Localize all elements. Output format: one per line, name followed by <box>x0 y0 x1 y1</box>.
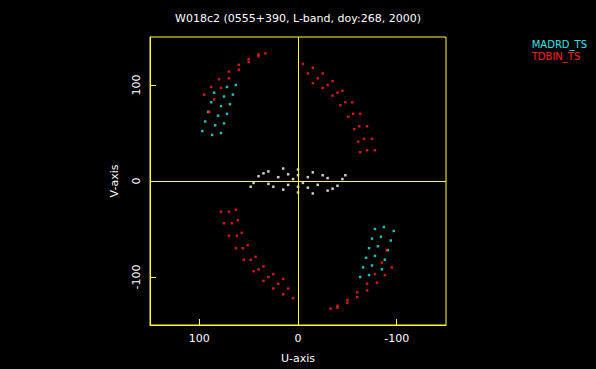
svg-text:TDBIN_TS: TDBIN_TS <box>531 51 581 63</box>
svg-text:100: 100 <box>130 75 143 96</box>
svg-text:100: 100 <box>189 332 210 345</box>
svg-text:W018c2 (0555+390, L-band, doy:: W018c2 (0555+390, L-band, doy:268, 2000) <box>175 12 421 25</box>
svg-text:0: 0 <box>295 332 302 345</box>
svg-text:0: 0 <box>130 178 143 185</box>
svg-text:MADRD_TS: MADRD_TS <box>532 39 587 51</box>
svg-text:V-axis: V-axis <box>108 164 121 197</box>
svg-text:-100: -100 <box>130 265 143 290</box>
svg-text:U-axis: U-axis <box>281 352 315 365</box>
svg-text:-100: -100 <box>384 332 409 345</box>
